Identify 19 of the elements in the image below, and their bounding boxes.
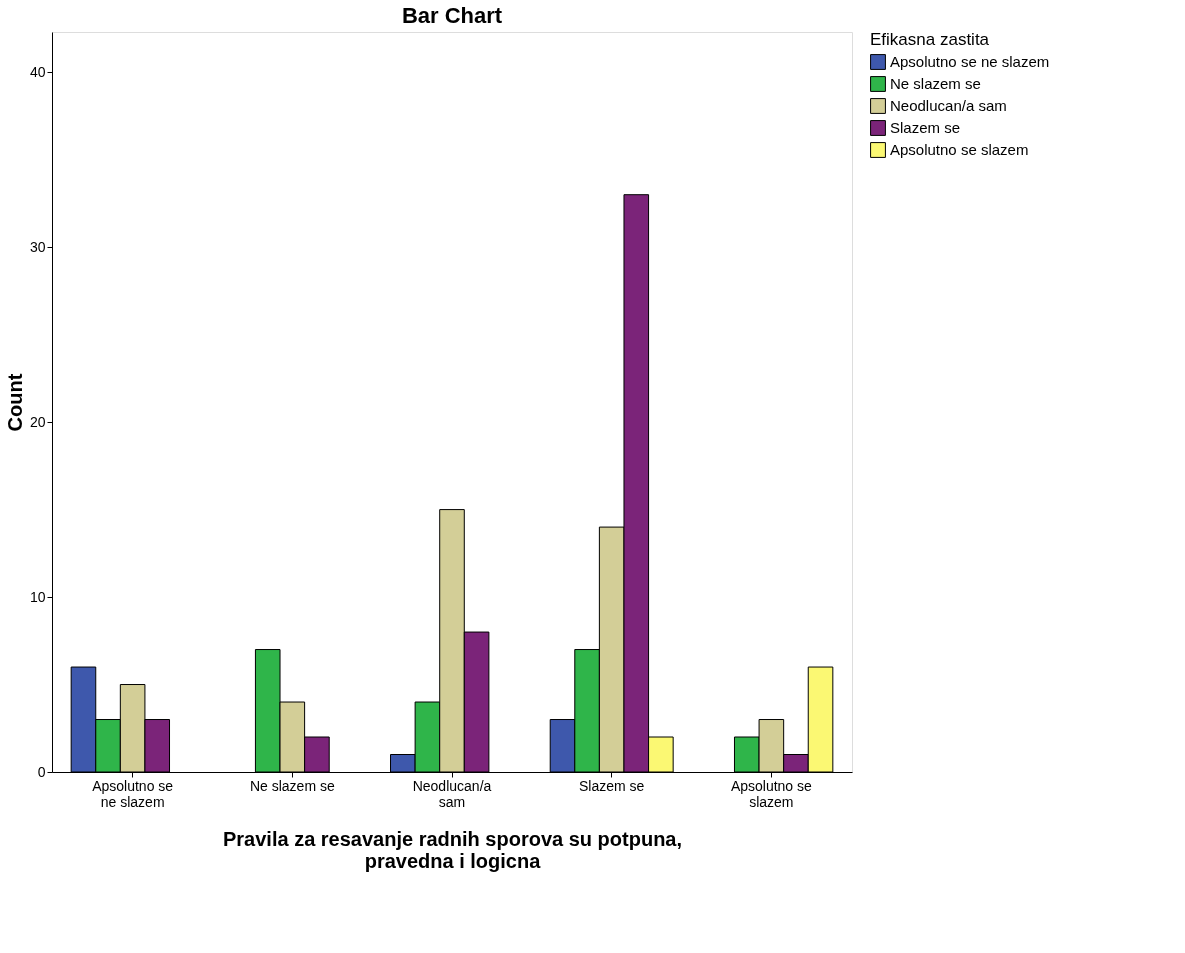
y-tick-label: 20 — [29, 413, 46, 430]
y-tick-label: 40 — [29, 63, 46, 80]
y-tick-label: 0 — [37, 763, 46, 780]
y-tick-label: 10 — [29, 588, 46, 605]
legend-label: Apsolutno se ne slazem — [890, 53, 1050, 70]
x-tick-label: Ne slazem se — [249, 777, 335, 794]
x-axis-title: Pravila za resavanje radnih sporova su potpuna, pravedna i logicna — [222, 827, 683, 872]
x-tick-label: Apsolutno se slazem — [730, 777, 813, 810]
legend-label: Apsolutno se slazem — [890, 141, 1029, 158]
y-axis-title: Count — [3, 373, 26, 432]
legend-label: Neodlucan/a sam — [890, 97, 1007, 114]
legend-label: Ne slazem se — [890, 75, 981, 92]
x-tick-label: Apsolutno se ne slazem — [92, 777, 174, 810]
x-tick-label: Slazem se — [579, 777, 645, 794]
legend-label: Slazem se — [890, 119, 961, 136]
x-tick-label: Neodlucan/a sam — [412, 777, 492, 810]
chart-title: Bar Chart — [401, 3, 503, 28]
y-tick-label: 30 — [29, 238, 46, 255]
legend-title: Efikasna zastita — [870, 30, 990, 49]
